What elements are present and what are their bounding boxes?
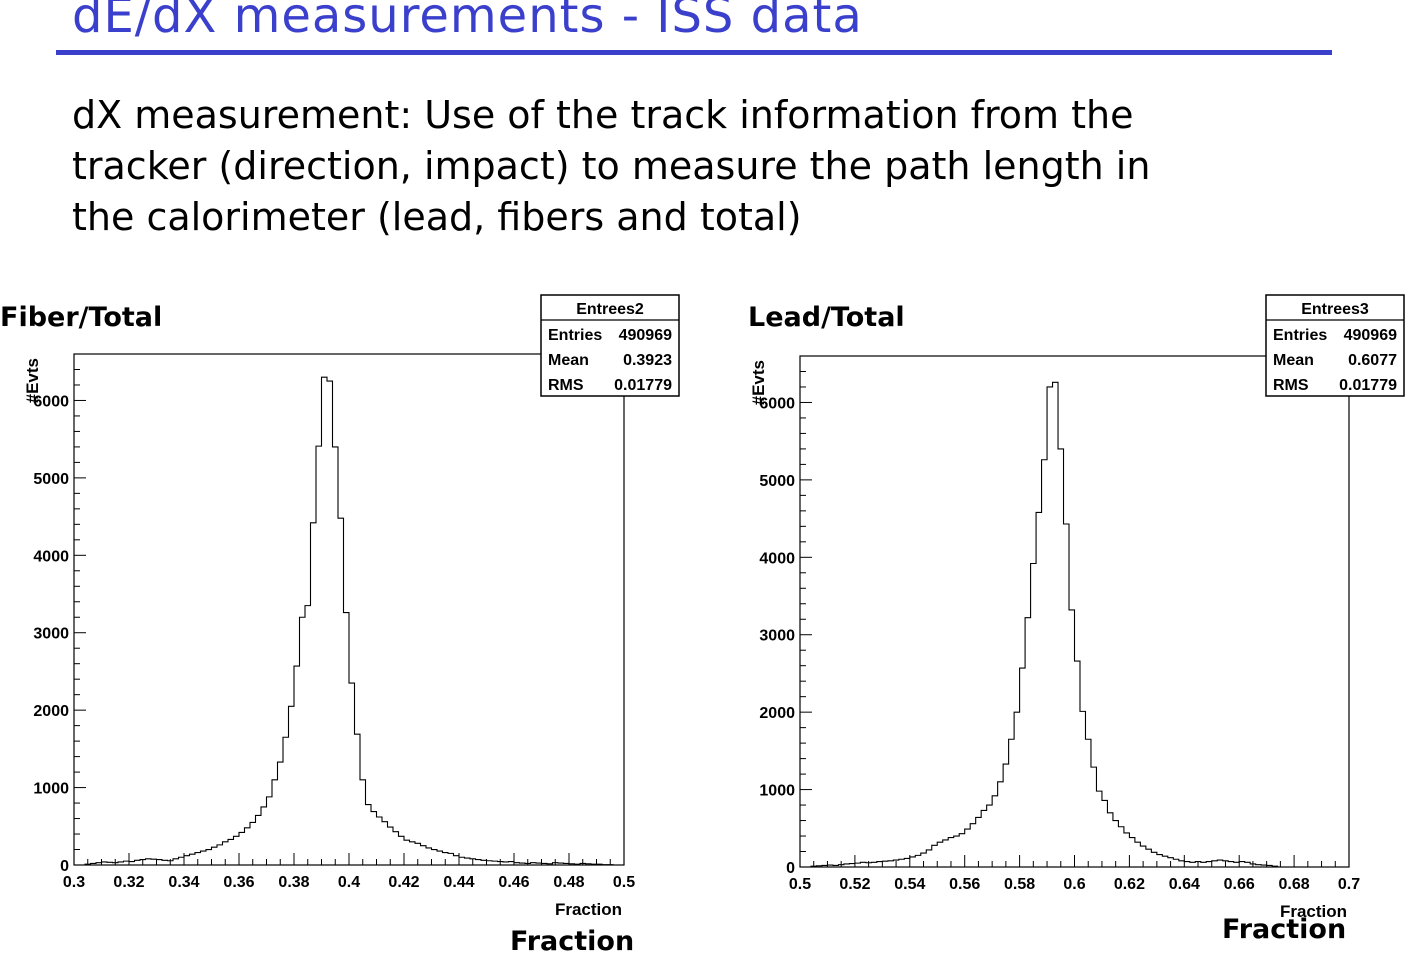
y-tick-label: 5000 (33, 471, 69, 488)
x-tick-label: 0.4 (338, 874, 360, 891)
x-tick-label: 0.32 (113, 874, 144, 891)
slide-title: dE/dX measurements - ISS data (72, 0, 863, 44)
panel-label-fiber-total: Fiber/Total (0, 302, 163, 333)
stats-box (540, 294, 680, 397)
x-axis-title: Fraction (1280, 902, 1347, 921)
panel-xlabel-fiber: Fraction (510, 926, 635, 957)
x-tick-label: 0.5 (613, 874, 635, 891)
x-axis-title: Fraction (555, 900, 622, 919)
y-tick-label: 6000 (759, 395, 795, 412)
stats-row-label: Entries (1273, 327, 1327, 344)
y-tick-label: 0 (60, 858, 69, 875)
x-tick-label: 0.38 (278, 874, 309, 891)
body-text: dX measurement: Use of the track informa… (72, 90, 1372, 243)
title-rule (56, 50, 1332, 55)
y-tick-label: 4000 (33, 548, 69, 565)
x-tick-label: 0.54 (894, 876, 925, 893)
x-tick-label: 0.68 (1279, 876, 1310, 893)
histogram-line (800, 381, 1349, 868)
panel-xlabel-lead: Fraction (1222, 914, 1347, 945)
stats-row-value: 0.3923 (623, 352, 672, 369)
stats-title: Entrees2 (576, 301, 644, 318)
stats-row-value: 490969 (619, 327, 672, 344)
x-tick-label: 0.7 (1338, 876, 1360, 893)
stats-row-label: Mean (1273, 352, 1314, 369)
x-tick-label: 0.48 (553, 874, 584, 891)
x-tick-label: 0.5 (789, 876, 811, 893)
y-tick-label: 1000 (759, 783, 795, 800)
y-tick-label: 2000 (759, 705, 795, 722)
x-tick-label: 0.36 (223, 874, 254, 891)
stats-row-label: RMS (548, 377, 584, 394)
panel-label-lead-total: Lead/Total (748, 302, 905, 333)
stats-row-value: 0.01779 (1339, 377, 1397, 394)
x-tick-label: 0.52 (839, 876, 870, 893)
x-tick-label: 0.6 (1063, 876, 1085, 893)
stats-row-label: Entries (548, 327, 602, 344)
y-tick-label: 2000 (33, 703, 69, 720)
x-tick-label: 0.3 (63, 874, 85, 891)
y-tick-label: 3000 (759, 628, 795, 645)
x-tick-label: 0.46 (498, 874, 529, 891)
body-line: dX measurement: Use of the track informa… (72, 93, 1134, 137)
histogram-line (74, 376, 624, 866)
x-tick-label: 0.42 (388, 874, 419, 891)
y-tick-label: 3000 (33, 626, 69, 643)
x-tick-label: 0.62 (1114, 876, 1145, 893)
y-tick-label: 1000 (33, 781, 69, 798)
y-tick-label: 0 (786, 860, 795, 877)
y-tick-label: 6000 (33, 393, 69, 410)
x-tick-label: 0.64 (1169, 876, 1200, 893)
x-tick-label: 0.56 (949, 876, 980, 893)
x-tick-label: 0.34 (168, 874, 199, 891)
y-axis-title: #Evts (749, 360, 768, 405)
stats-row-value: 0.01779 (614, 377, 672, 394)
x-tick-label: 0.66 (1224, 876, 1255, 893)
body-line: the calorimeter (lead, fibers and total) (72, 195, 802, 239)
stats-row-label: RMS (1273, 377, 1309, 394)
x-tick-label: 0.44 (443, 874, 474, 891)
y-tick-label: 4000 (759, 550, 795, 567)
body-line: tracker (direction, impact) to measure t… (72, 144, 1151, 188)
y-axis-title: #Evts (23, 358, 42, 403)
stats-box (1265, 294, 1405, 397)
stats-row-value: 0.6077 (1348, 352, 1397, 369)
stats-row-label: Mean (548, 352, 589, 369)
x-tick-label: 0.58 (1004, 876, 1035, 893)
stats-title: Entrees3 (1301, 301, 1369, 318)
stats-row-value: 490969 (1344, 327, 1397, 344)
y-tick-label: 5000 (759, 473, 795, 490)
